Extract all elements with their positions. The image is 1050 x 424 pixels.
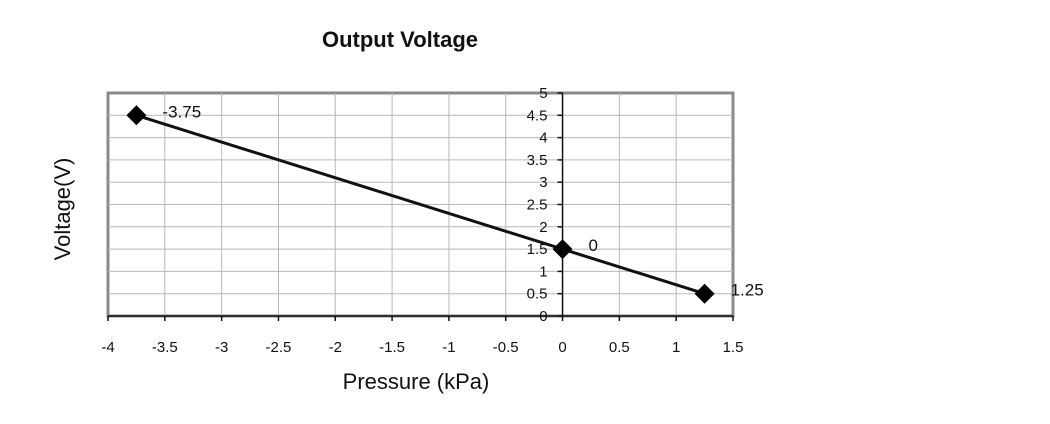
- x-tick-label: 1: [672, 339, 680, 356]
- series-voltage: -3.75 0 1.25: [126, 102, 764, 304]
- plot-area: -3.75 0 1.25: [106, 91, 764, 318]
- x-tick-label: -2: [329, 339, 342, 356]
- y-axis-ticks: 0 0.5 1 1.5 2 2.5 3 3.5 4 4.5 5: [527, 85, 548, 325]
- x-tick-label: -1.5: [379, 339, 405, 356]
- y-tick-label: 3.5: [527, 152, 548, 169]
- x-axis-title: Pressure (kPa): [343, 369, 490, 394]
- x-tick-label: 0: [558, 339, 566, 356]
- x-tick-label: -3: [215, 339, 228, 356]
- y-tick-label: 2.5: [527, 197, 548, 214]
- y-tick-label: 4: [539, 130, 547, 147]
- y-tick-label: 2: [539, 219, 547, 236]
- data-point-marker: [694, 283, 715, 304]
- x-tick-label: -2.5: [266, 339, 292, 356]
- y-tick-label: 0.5: [527, 286, 548, 303]
- x-axis-ticks: -4 -3.5 -3 -2.5 -2 -1.5 -1 -0.5 0 0.5 1 1.5: [101, 316, 743, 356]
- x-tick-label: -3.5: [152, 339, 178, 356]
- y-tick-label: 1: [539, 263, 547, 280]
- y-tick-label: 0: [539, 308, 547, 325]
- data-point-marker: [552, 239, 573, 260]
- data-point-label: 1.25: [731, 281, 764, 300]
- x-tick-label: -1: [442, 339, 455, 356]
- x-tick-label: -0.5: [493, 339, 519, 356]
- data-point-marker: [126, 105, 147, 126]
- x-tick-label: 0.5: [609, 339, 630, 356]
- chart-title: Output Voltage: [322, 27, 478, 52]
- y-tick-label: 4.5: [527, 107, 548, 124]
- data-point-label: 0: [589, 236, 598, 255]
- y-tick-label: 5: [539, 85, 547, 102]
- x-tick-label: -4: [101, 339, 114, 356]
- y-tick-label: 3: [539, 174, 547, 191]
- x-tick-label: 1.5: [723, 339, 744, 356]
- data-point-label: -3.75: [162, 102, 201, 121]
- y-tick-label: 1.5: [527, 241, 548, 258]
- y-axis-title: Voltage(V): [50, 158, 75, 261]
- gridlines: [108, 93, 733, 316]
